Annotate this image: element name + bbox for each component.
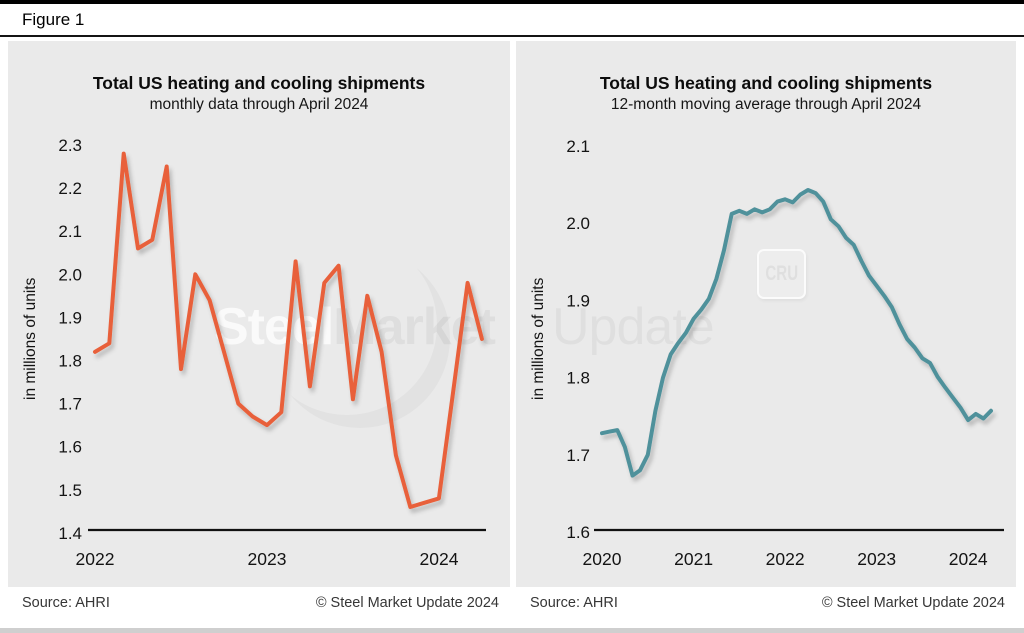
x-tick-label: 2023 — [857, 549, 896, 569]
y-tick-label: 1.7 — [566, 446, 590, 465]
cru-logo: CRU — [757, 249, 806, 299]
y-tick-label: 1.9 — [58, 308, 82, 327]
x-tick-label: 2022 — [76, 549, 115, 569]
x-tick-label: 2020 — [583, 549, 622, 569]
chart-title: Total US heating and cooling shipments — [92, 73, 426, 93]
y-tick-label: 1.8 — [58, 352, 82, 371]
line-chart-moving-average: 2.1 2.0 1.9 1.8 1.7 1.6 2020 2021 2022 2023 2024 — [566, 137, 1004, 569]
header-rule — [0, 35, 1024, 37]
source-label: Source: AHRI — [530, 595, 618, 611]
y-tick-label: 2.1 — [58, 222, 82, 241]
footer-monthly: Source: AHRI © Steel Market Update 2024 — [8, 588, 510, 628]
chart-panel-moving-average: Update CRU Total US heating and cooling … — [516, 41, 1016, 587]
chart-subtitle: 12-month moving average through April 20… — [610, 96, 922, 113]
y-tick-label: 2.2 — [58, 179, 82, 198]
top-border — [0, 0, 1024, 4]
watermark-brand-text: SteelMarket — [214, 297, 496, 357]
x-tick-label: 2023 — [248, 549, 287, 569]
chart-title: Total US heating and cooling shipments — [599, 73, 933, 93]
x-tick-label: 2024 — [420, 549, 459, 569]
copyright-label: © Steel Market Update 2024 — [315, 595, 499, 611]
x-tick-label: 2021 — [674, 549, 713, 569]
y-tick-label: 1.4 — [58, 524, 82, 543]
x-tick-label: 2024 — [949, 549, 988, 569]
y-tick-label: 1.8 — [566, 369, 590, 388]
y-tick-label: 2.3 — [58, 136, 82, 155]
data-line — [93, 151, 484, 509]
source-label: Source: AHRI — [22, 595, 110, 611]
y-tick-label: 1.6 — [58, 438, 82, 457]
smu-logo-watermark-crescent — [257, 235, 437, 415]
x-tick-label: 2022 — [766, 549, 805, 569]
chart-subtitle: monthly data through April 2024 — [149, 96, 369, 113]
y-tick-label: 1.5 — [58, 481, 82, 500]
y-tick-label: 1.9 — [566, 291, 590, 310]
data-line — [600, 188, 993, 478]
y-tick-label: 1.7 — [58, 395, 82, 414]
footer-moving-average: Source: AHRI © Steel Market Update 2024 — [516, 588, 1016, 628]
y-tick-label: 2.0 — [58, 265, 82, 284]
cru-logo-text: CRU — [765, 262, 798, 285]
y-tick-label: 1.6 — [566, 523, 590, 542]
bottom-border — [0, 628, 1024, 633]
chart-panel-monthly: SteelMarket Total US heating and cooling… — [8, 41, 510, 587]
line-chart-monthly: 2.3 2.2 2.1 2.0 1.9 1.8 1.7 1.6 1.5 1.4 2022 2023 20… — [58, 136, 486, 569]
figure-label: Figure 1 — [22, 10, 85, 29]
copyright-label: © Steel Market Update 2024 — [821, 595, 1005, 611]
y-tick-label: 2.1 — [566, 137, 590, 156]
y-tick-label: 2.0 — [566, 214, 590, 233]
